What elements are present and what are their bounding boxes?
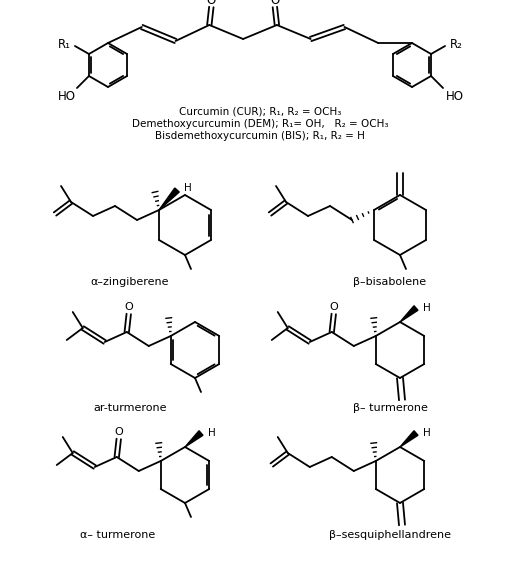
Polygon shape bbox=[400, 431, 418, 447]
Text: O: O bbox=[329, 302, 338, 312]
Text: H: H bbox=[423, 428, 431, 438]
Text: Curcumin (CUR); R₁, R₂ = OCH₃: Curcumin (CUR); R₁, R₂ = OCH₃ bbox=[179, 107, 341, 117]
Text: R₁: R₁ bbox=[57, 38, 70, 50]
Text: β– turmerone: β– turmerone bbox=[353, 403, 427, 413]
Polygon shape bbox=[185, 431, 203, 447]
Text: β–sesquiphellandrene: β–sesquiphellandrene bbox=[329, 530, 451, 540]
Text: α–zingiberene: α–zingiberene bbox=[91, 277, 169, 287]
Text: Demethoxycurcumin (DEM); R₁= OH,   R₂ = OCH₃: Demethoxycurcumin (DEM); R₁= OH, R₂ = OC… bbox=[132, 119, 388, 129]
Text: H: H bbox=[423, 303, 431, 313]
Text: ar-turmerone: ar-turmerone bbox=[93, 403, 167, 413]
Text: Bisdemethoxycurcumin (BIS); R₁, R₂ = H: Bisdemethoxycurcumin (BIS); R₁, R₂ = H bbox=[155, 131, 365, 141]
Polygon shape bbox=[400, 305, 418, 322]
Text: β–bisabolene: β–bisabolene bbox=[354, 277, 426, 287]
Text: O: O bbox=[124, 302, 133, 312]
Text: HO: HO bbox=[446, 90, 464, 103]
Text: HO: HO bbox=[58, 90, 76, 103]
Text: R₂: R₂ bbox=[450, 38, 462, 50]
Text: H: H bbox=[184, 183, 192, 193]
Text: α– turmerone: α– turmerone bbox=[81, 530, 155, 540]
Polygon shape bbox=[159, 188, 179, 210]
Text: O: O bbox=[207, 0, 216, 6]
Text: H: H bbox=[208, 428, 216, 438]
Text: O: O bbox=[114, 427, 123, 437]
Text: O: O bbox=[270, 0, 280, 6]
